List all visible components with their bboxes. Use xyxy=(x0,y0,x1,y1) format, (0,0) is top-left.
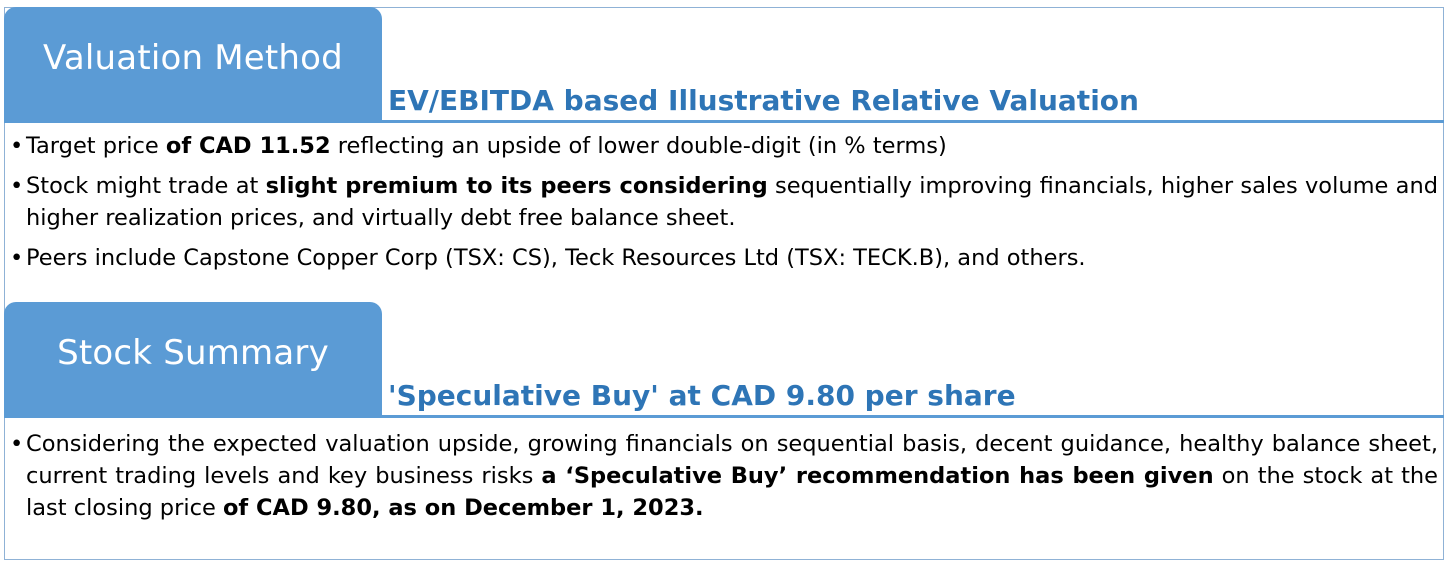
stock-summary-tab: Stock Summary xyxy=(4,302,382,418)
valuation-bullet-peers: Peers include Capstone Copper Corp (TSX:… xyxy=(10,242,1438,274)
summary-bullet-recommendation: Considering the expected valuation upsid… xyxy=(10,428,1438,524)
stock-summary-header: Stock Summary 'Speculative Buy' at CAD 9… xyxy=(4,302,1444,418)
valuation-bullet-target-price: Target price of CAD 11.52 reflecting an … xyxy=(10,130,1438,162)
summary-header-rule xyxy=(382,415,1444,418)
valuation-subtitle: EV/EBITDA based Illustrative Relative Va… xyxy=(388,84,1139,117)
valuation-header-rule xyxy=(382,120,1444,123)
valuation-method-header: Valuation Method EV/EBITDA based Illustr… xyxy=(4,7,1444,123)
summary-bullet-list: Considering the expected valuation upsid… xyxy=(10,428,1438,532)
valuation-bullet-list: Target price of CAD 11.52 reflecting an … xyxy=(10,130,1438,282)
summary-subtitle: 'Speculative Buy' at CAD 9.80 per share xyxy=(388,379,1016,412)
content-frame xyxy=(4,7,1444,560)
valuation-method-tab: Valuation Method xyxy=(4,7,382,123)
valuation-bullet-premium: Stock might trade at slight premium to i… xyxy=(10,170,1438,234)
